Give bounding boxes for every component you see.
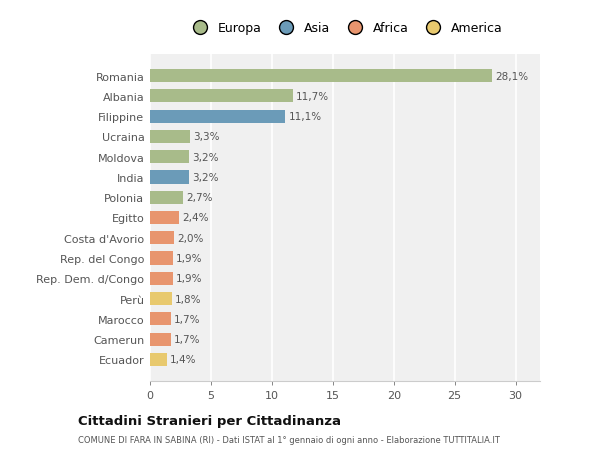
Text: COMUNE DI FARA IN SABINA (RI) - Dati ISTAT al 1° gennaio di ogni anno - Elaboraz: COMUNE DI FARA IN SABINA (RI) - Dati IST… <box>78 435 500 443</box>
Bar <box>150 212 179 224</box>
Text: 2,0%: 2,0% <box>178 233 204 243</box>
Text: 2,4%: 2,4% <box>182 213 209 223</box>
Text: 1,8%: 1,8% <box>175 294 202 304</box>
Bar <box>150 252 173 265</box>
Bar <box>150 292 172 306</box>
Bar <box>150 70 493 83</box>
Text: 2,7%: 2,7% <box>186 193 212 203</box>
Bar <box>150 130 190 144</box>
Text: 1,7%: 1,7% <box>174 314 200 324</box>
Bar <box>150 171 189 184</box>
Legend: Europa, Asia, Africa, America: Europa, Asia, Africa, America <box>187 22 503 35</box>
Bar <box>150 333 171 346</box>
Bar <box>150 272 173 285</box>
Text: 1,9%: 1,9% <box>176 274 203 284</box>
Bar <box>150 90 293 103</box>
Text: 1,9%: 1,9% <box>176 253 203 263</box>
Text: 1,7%: 1,7% <box>174 334 200 344</box>
Text: 28,1%: 28,1% <box>496 72 529 81</box>
Text: 11,1%: 11,1% <box>289 112 322 122</box>
Bar <box>150 110 285 123</box>
Bar <box>150 191 183 204</box>
Text: 3,3%: 3,3% <box>193 132 220 142</box>
Bar <box>150 151 189 164</box>
Text: 3,2%: 3,2% <box>192 152 218 162</box>
Bar <box>150 313 171 326</box>
Bar <box>150 353 167 366</box>
Text: Cittadini Stranieri per Cittadinanza: Cittadini Stranieri per Cittadinanza <box>78 414 341 428</box>
Text: 11,7%: 11,7% <box>296 92 329 102</box>
Text: 1,4%: 1,4% <box>170 355 197 364</box>
Bar <box>150 232 175 245</box>
Text: 3,2%: 3,2% <box>192 173 218 183</box>
